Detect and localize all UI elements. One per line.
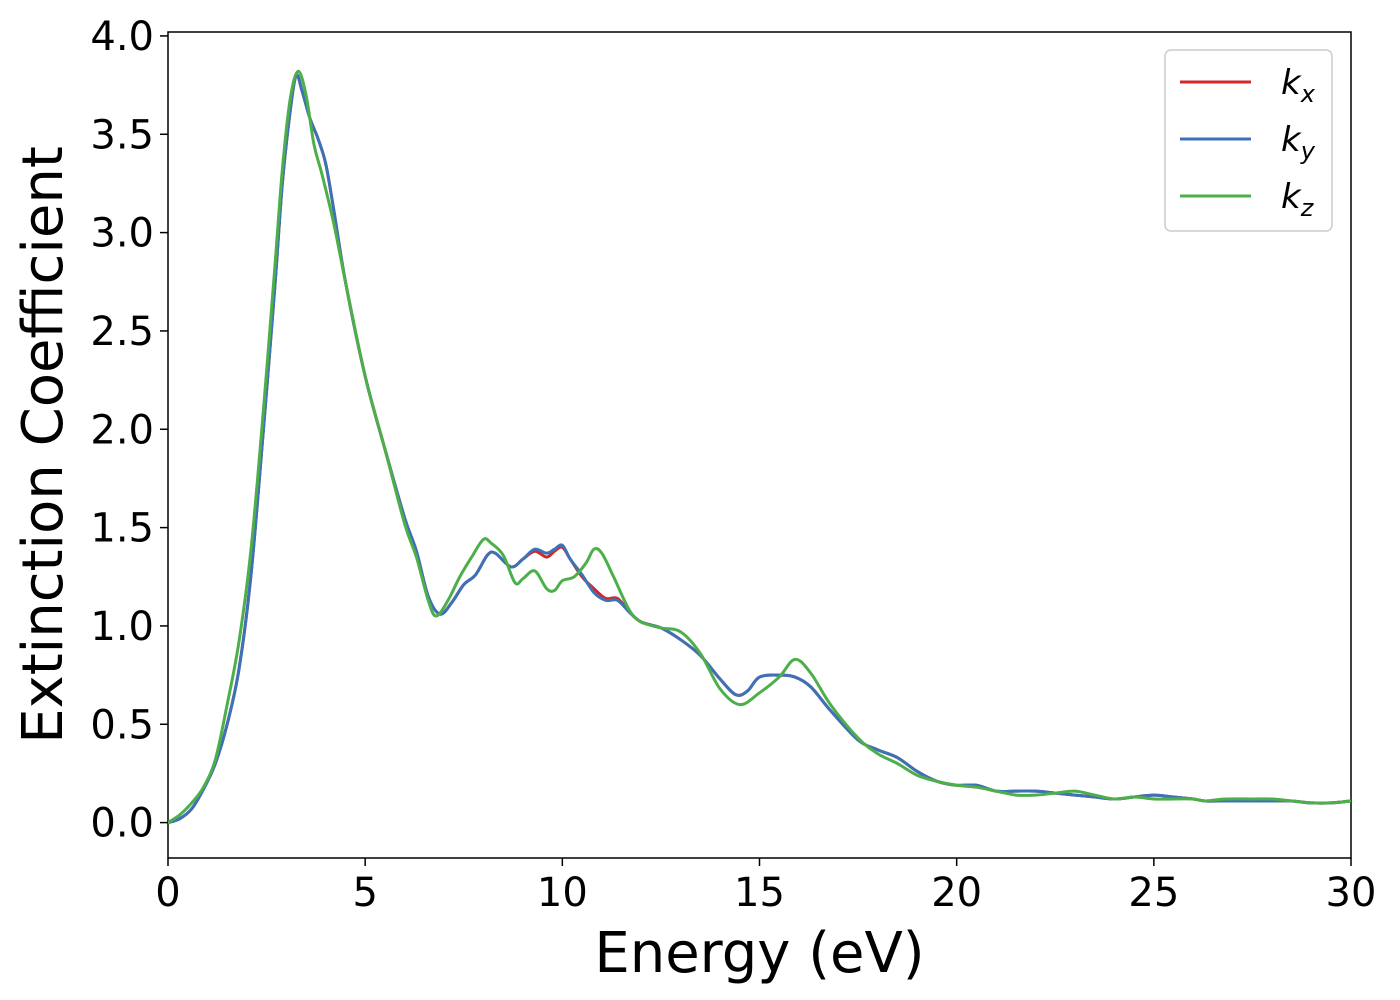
legend-label: kx xyxy=(1281,63,1316,108)
y-tick-label: 4.0 xyxy=(90,14,154,60)
legend-item-ky: ky xyxy=(1180,120,1316,165)
y-tick-label: 3.5 xyxy=(90,112,154,158)
x-axis-ticks: 0 5 10 15 20 25 30 xyxy=(155,858,1376,916)
y-axis-label: Extinction Coefficient xyxy=(11,146,76,744)
x-axis-label: Energy (eV) xyxy=(594,921,924,986)
legend-label: ky xyxy=(1281,120,1316,165)
x-tick-label: 5 xyxy=(352,870,377,916)
y-tick-label: 1.0 xyxy=(90,604,154,650)
y-axis-ticks: 0.0 0.5 1.0 1.5 2.0 2.5 3.0 3.5 4.0 xyxy=(90,14,168,847)
y-tick-label: 3.0 xyxy=(90,211,154,257)
x-tick-label: 20 xyxy=(931,870,982,916)
x-tick-label: 10 xyxy=(537,870,588,916)
legend-item-kx: kx xyxy=(1180,63,1316,108)
x-tick-label: 30 xyxy=(1326,870,1377,916)
series-group xyxy=(168,69,1351,825)
y-tick-label: 2.5 xyxy=(90,309,154,355)
y-tick-label: 0.0 xyxy=(90,801,154,847)
y-tick-label: 2.0 xyxy=(90,407,154,453)
x-tick-label: 25 xyxy=(1128,870,1179,916)
x-tick-label: 0 xyxy=(155,870,180,916)
y-tick-label: 0.5 xyxy=(90,702,154,748)
y-tick-label: 1.5 xyxy=(90,506,154,552)
legend-label: kz xyxy=(1281,177,1315,222)
legend: kx ky kz xyxy=(1164,49,1333,232)
x-tick-label: 15 xyxy=(734,870,785,916)
series-line-kz xyxy=(168,69,1351,825)
legend-item-kz: kz xyxy=(1180,177,1315,222)
